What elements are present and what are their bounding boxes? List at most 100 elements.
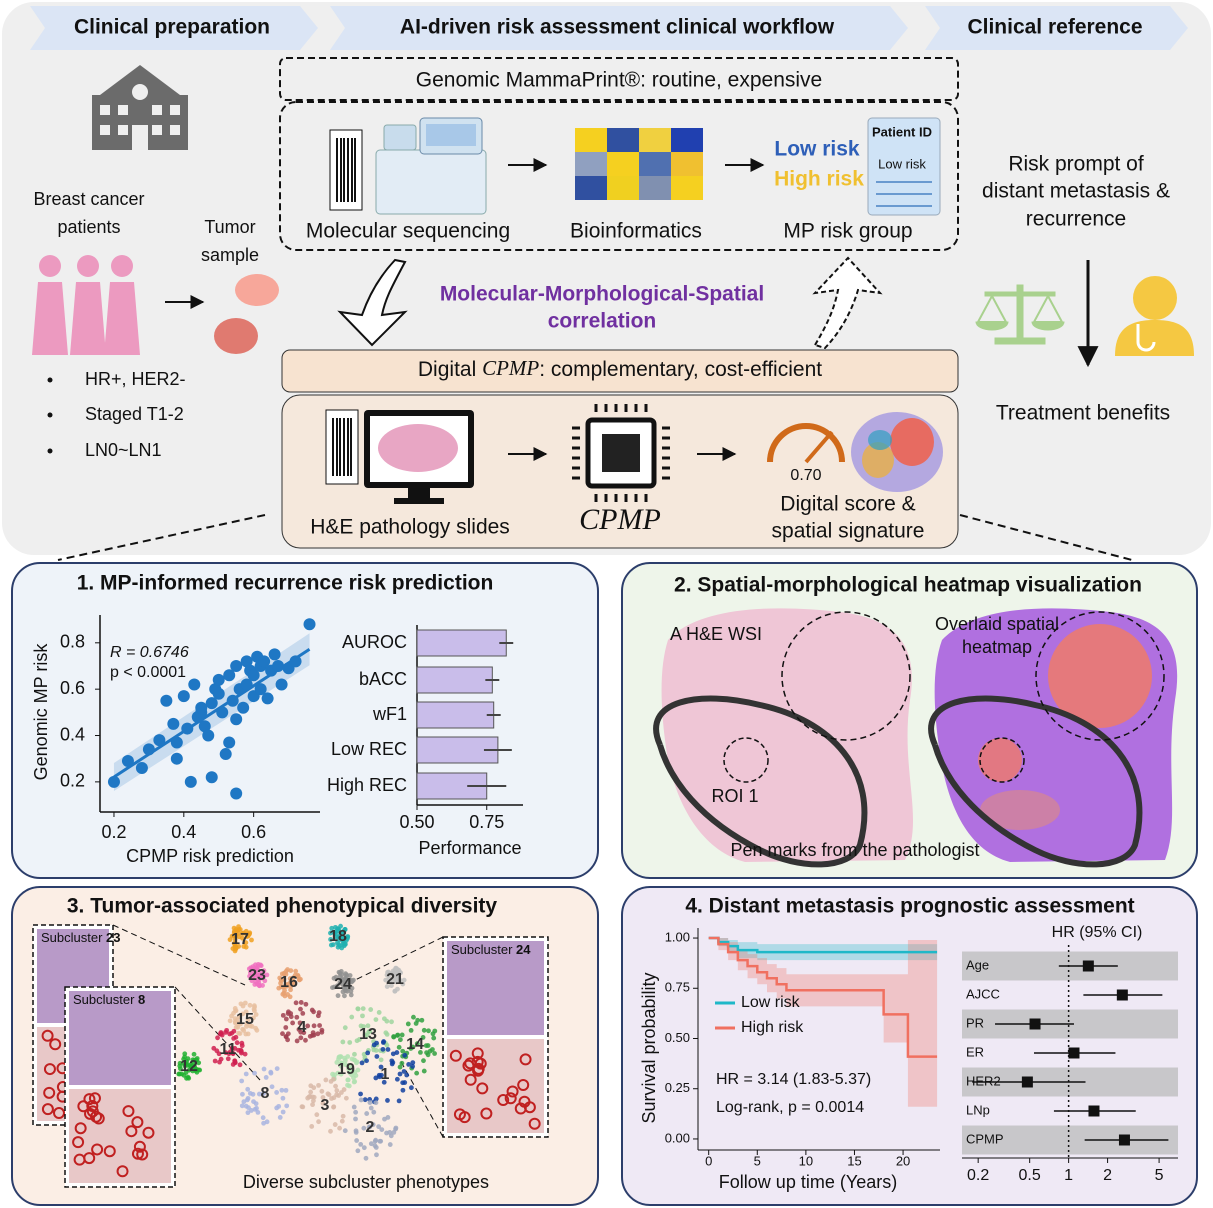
roi-label: ROI 1 bbox=[711, 786, 758, 806]
umap-point bbox=[421, 1068, 427, 1074]
umap-point bbox=[380, 1046, 386, 1052]
umap-point bbox=[408, 1085, 414, 1091]
genomic-box bbox=[279, 101, 959, 251]
umap-point bbox=[243, 928, 249, 934]
umap-point bbox=[392, 988, 398, 994]
scatter-point bbox=[275, 678, 288, 691]
cell bbox=[519, 1053, 532, 1066]
umap-point bbox=[232, 937, 238, 942]
step-label: Clinical preparation bbox=[74, 16, 270, 39]
umap-point bbox=[353, 1116, 358, 1122]
x-tick-label: 2 bbox=[1103, 1167, 1112, 1184]
umap-point bbox=[227, 1031, 233, 1037]
cluster-label: 13 bbox=[359, 1026, 377, 1043]
umap-point bbox=[419, 1017, 425, 1023]
umap-point bbox=[308, 1089, 314, 1095]
digital-output: Digital score & bbox=[780, 493, 915, 516]
umap-point bbox=[431, 1035, 437, 1041]
cell bbox=[72, 1136, 85, 1149]
y-tick-label: 0.2 bbox=[60, 771, 85, 791]
down-arrow bbox=[337, 258, 408, 347]
genomic-step: Bioinformatics bbox=[570, 220, 702, 243]
subcluster-label: Subcluster 23 bbox=[41, 930, 121, 945]
umap-point bbox=[223, 1050, 229, 1056]
scatter-point bbox=[258, 655, 271, 668]
cell bbox=[125, 1125, 138, 1138]
scatter-point bbox=[195, 701, 208, 714]
umap-point bbox=[319, 1027, 325, 1033]
umap-point bbox=[191, 1051, 197, 1057]
bar-label: AUROC bbox=[342, 632, 407, 652]
cell bbox=[53, 1107, 66, 1120]
x-axis-label: Performance bbox=[418, 838, 521, 858]
umap-point bbox=[333, 1083, 338, 1089]
umap-point bbox=[343, 1095, 349, 1101]
umap-point bbox=[394, 1076, 400, 1082]
bar-label: High REC bbox=[327, 775, 407, 795]
scatter-point bbox=[153, 734, 166, 747]
y-tick-label: 0.25 bbox=[665, 1080, 690, 1095]
umap-point bbox=[294, 1038, 300, 1044]
umap-point bbox=[188, 1062, 194, 1068]
umap-point bbox=[303, 1001, 309, 1007]
umap-point bbox=[243, 1031, 249, 1037]
umap-point bbox=[231, 1028, 237, 1034]
umap-point bbox=[397, 1071, 403, 1077]
umap-point bbox=[249, 978, 255, 984]
heatmap-label: heatmap bbox=[962, 637, 1032, 657]
umap-point bbox=[384, 984, 390, 989]
umap-point bbox=[231, 925, 237, 931]
chip-icon bbox=[572, 404, 670, 502]
umap-point bbox=[411, 1014, 416, 1020]
patients-icon bbox=[32, 255, 140, 355]
umap-point bbox=[236, 930, 241, 936]
umap-point bbox=[230, 1050, 236, 1056]
umap-point bbox=[348, 1065, 354, 1071]
umap-point bbox=[218, 1031, 223, 1037]
scatter-point bbox=[261, 692, 274, 705]
umap-point bbox=[246, 966, 252, 972]
umap-point bbox=[351, 1079, 357, 1085]
umap-point bbox=[241, 944, 247, 949]
tissue-icon bbox=[235, 274, 279, 306]
umap-point bbox=[251, 1003, 257, 1009]
stat-label: R = 0.6746 bbox=[110, 644, 189, 661]
umap-point bbox=[404, 1072, 410, 1078]
umap-point bbox=[373, 1075, 379, 1081]
cluster-label: 14 bbox=[406, 1036, 424, 1053]
umap-point bbox=[310, 1030, 316, 1035]
umap-point bbox=[355, 1006, 361, 1012]
umap-point bbox=[385, 1098, 390, 1103]
x-tick-label: 5 bbox=[1155, 1167, 1164, 1184]
umap-point bbox=[320, 1100, 326, 1106]
umap-point bbox=[399, 1060, 405, 1066]
scatter-point bbox=[177, 690, 190, 703]
zoom-line bbox=[112, 924, 444, 1138]
umap-point bbox=[393, 1125, 399, 1131]
umap-point bbox=[345, 1082, 350, 1088]
cell bbox=[528, 1117, 541, 1130]
y-axis-label: Genomic MP risk bbox=[31, 643, 51, 781]
umap-point bbox=[255, 1110, 261, 1115]
umap-point bbox=[368, 1105, 374, 1111]
bullet bbox=[47, 377, 53, 383]
umap-point bbox=[340, 1039, 346, 1045]
umap-point bbox=[280, 1031, 285, 1037]
scatter-point bbox=[230, 659, 243, 672]
umap-point bbox=[185, 1074, 191, 1080]
umap-point bbox=[421, 1027, 427, 1033]
heatmap-cell bbox=[639, 152, 671, 176]
umap-point bbox=[345, 934, 351, 939]
zoom-line bbox=[57, 514, 266, 561]
umap-point bbox=[239, 1050, 244, 1056]
umap-point bbox=[290, 1020, 296, 1026]
survival-curve bbox=[708, 936, 938, 1058]
umap-point bbox=[374, 1054, 380, 1059]
cell bbox=[43, 1086, 56, 1099]
umap-point bbox=[348, 992, 354, 998]
umap-point bbox=[241, 1099, 247, 1105]
umap-point bbox=[351, 1104, 357, 1110]
cell bbox=[142, 1126, 155, 1139]
umap-point bbox=[217, 1059, 222, 1065]
umap-point bbox=[359, 1060, 365, 1066]
